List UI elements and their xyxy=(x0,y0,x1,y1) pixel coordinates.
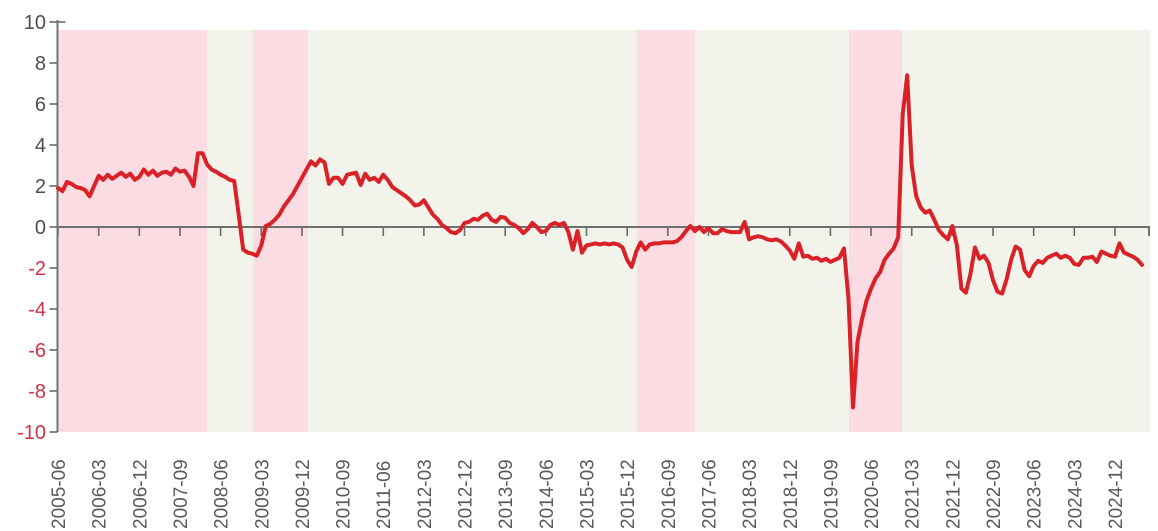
x-tick-label: 2009-12 xyxy=(293,459,314,529)
x-tick-label: 2015-03 xyxy=(577,459,598,529)
x-tick-label: 2015-12 xyxy=(618,459,639,529)
highlight-band xyxy=(253,30,308,432)
plot-background xyxy=(58,30,1150,432)
y-tick-label: 8 xyxy=(35,53,46,75)
x-tick-label: 2013-09 xyxy=(496,459,517,529)
y-tick-label: -6 xyxy=(28,340,46,362)
x-tick-label: 2020-06 xyxy=(862,459,883,529)
y-tick-label: 10 xyxy=(24,12,46,34)
highlight-band xyxy=(59,30,208,432)
x-tick-label: 2006-12 xyxy=(130,459,151,529)
x-tick-label: 2008-06 xyxy=(212,459,233,529)
x-tick-label: 2023-06 xyxy=(1025,459,1046,529)
x-tick-label: 2016-09 xyxy=(659,459,680,529)
x-tick-label: 2010-09 xyxy=(334,459,355,529)
x-tick-label: 2007-09 xyxy=(171,459,192,529)
y-tick-label: -4 xyxy=(28,299,46,321)
x-tick-label: 2022-09 xyxy=(984,459,1005,529)
y-tick-label: 4 xyxy=(35,135,46,157)
x-tick-label: 2021-12 xyxy=(943,459,964,529)
y-tick-label: 6 xyxy=(35,94,46,116)
x-tick-label: 2012-12 xyxy=(456,459,477,529)
x-tick-label: 2021-03 xyxy=(903,459,924,529)
x-tick-label: 2006-03 xyxy=(90,459,111,529)
x-tick-label: 2009-03 xyxy=(252,459,273,529)
y-tick-label: -10 xyxy=(17,422,46,444)
x-tick-label: 2005-06 xyxy=(49,459,70,529)
x-tick-label: 2014-06 xyxy=(537,459,558,529)
x-tick-label: 2024-12 xyxy=(1106,459,1127,529)
y-tick-label: 0 xyxy=(35,217,46,239)
x-tick-label: 2018-12 xyxy=(781,459,802,529)
x-tick-label: 2012-03 xyxy=(415,459,436,529)
y-tick-label: -8 xyxy=(28,381,46,403)
series-line xyxy=(56,73,1145,410)
y-tick-label: 2 xyxy=(35,176,46,198)
x-tick-label: 2018-03 xyxy=(740,459,761,529)
x-tick-label: 2019-09 xyxy=(821,459,842,529)
x-tick-label: 2017-06 xyxy=(699,459,720,529)
y-tick-label: -2 xyxy=(28,258,46,280)
x-tick-label: 2011-06 xyxy=(374,461,395,529)
x-tick-label: 2024-03 xyxy=(1065,459,1086,529)
